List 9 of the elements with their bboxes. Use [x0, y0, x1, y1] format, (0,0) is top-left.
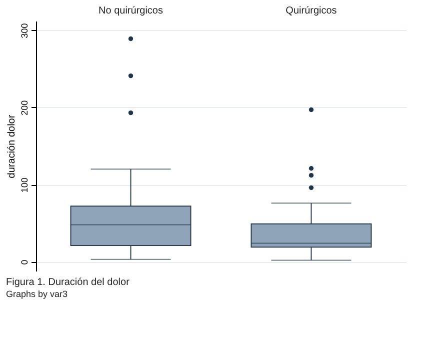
y-tick-label: 300	[20, 23, 30, 38]
y-axis-title: duración dolor	[6, 114, 18, 178]
x-tick-label: No quirúrgicos	[98, 6, 163, 16]
y-tick-label: 200	[20, 100, 30, 116]
text: Graphs by var3	[6, 289, 68, 299]
y-tick-label: 0	[20, 260, 30, 265]
y-tick-label: 100	[20, 178, 30, 193]
text: Figura 1. Duración del dolor	[6, 277, 130, 288]
x-tick-label: Quirúrgicos	[286, 6, 337, 16]
